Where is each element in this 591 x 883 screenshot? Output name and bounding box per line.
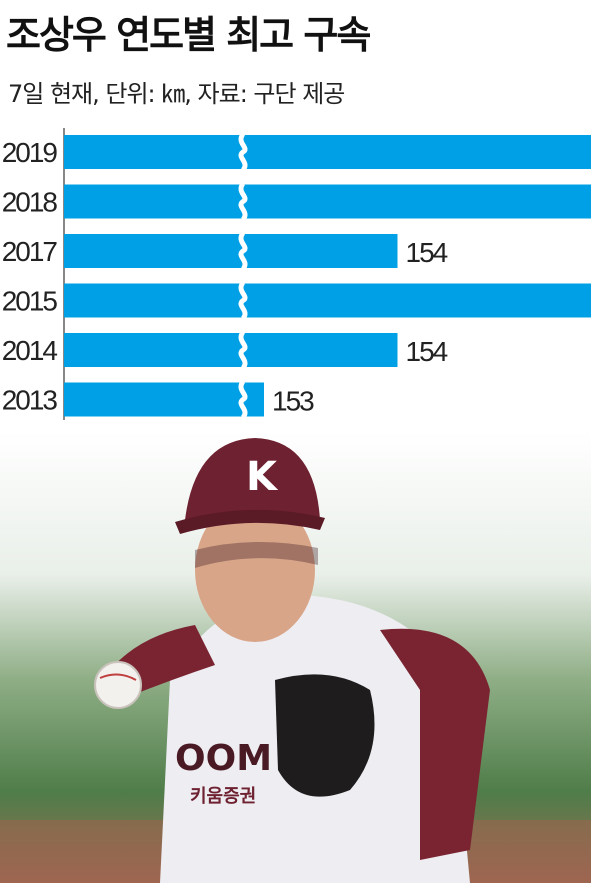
axis-break-2013 — [238, 379, 248, 420]
axis-break-2015 — [238, 280, 248, 321]
bar-2014 — [64, 333, 398, 367]
cap-logo-text: K — [246, 454, 279, 500]
jersey-sponsor: 키움증권 — [190, 786, 256, 807]
bar-2015 — [64, 283, 591, 318]
bar-2017 — [64, 234, 398, 268]
bar-chart: 2019157201815620171542015156201415420131… — [2, 128, 591, 420]
axis-break-2019 — [238, 132, 248, 172]
chart-subtitle: 7일 현재, 단위: ㎞, 자료: 구단 제공 — [8, 80, 345, 108]
category-label-2019: 2019 — [2, 137, 58, 168]
category-label-2014: 2014 — [2, 335, 58, 366]
bar-2013 — [64, 382, 264, 417]
category-label-2013: 2013 — [2, 385, 58, 416]
value-label-2013: 153 — [272, 386, 314, 417]
category-label-2015: 2015 — [2, 286, 58, 317]
value-label-2014: 154 — [406, 336, 448, 367]
chart-title: 조상우 연도별 최고 구속 — [6, 13, 371, 57]
pitcher-photo: K OOM 키움증권 — [0, 430, 591, 883]
value-label-2017: 154 — [406, 237, 448, 268]
category-label-2018: 2018 — [2, 187, 58, 218]
axis-break-2014 — [238, 330, 248, 370]
category-label-2017: 2017 — [2, 236, 58, 267]
axis-break-2017 — [238, 231, 248, 271]
jersey-text: OOM — [175, 738, 272, 779]
axis-break-2018 — [238, 181, 248, 222]
bar-2019 — [64, 135, 591, 169]
bar-2018 — [64, 184, 591, 219]
